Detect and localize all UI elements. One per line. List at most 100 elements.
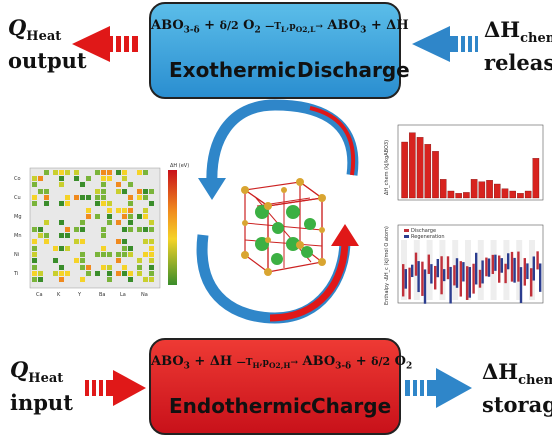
heatmap-cell (122, 246, 127, 251)
heatmap-cell (65, 227, 70, 232)
heatmap-cell (137, 265, 142, 270)
heatmap-cell (107, 214, 112, 219)
heatmap-cell (59, 233, 64, 238)
heatmap-cell (101, 195, 106, 200)
heat-input-label: QHeat input (10, 357, 73, 416)
heatmap-cell (59, 201, 64, 206)
pair-bar-regeneration (436, 258, 439, 278)
heatmap-col-label: Ca (36, 292, 43, 298)
pair-bar-discharge (421, 261, 424, 296)
heatmap-cell (122, 227, 127, 232)
heatmap-cell (74, 258, 79, 263)
heatmap-cell (38, 233, 43, 238)
heatmap-cell (80, 252, 85, 257)
endothermic-charge-box: ABO3 + ΔH —TH,pO2,H→ ABO3-δ + δ/2 O2 End… (149, 338, 412, 435)
pair-bar-discharge (414, 252, 418, 276)
heatmap-cell (32, 252, 37, 257)
enthalpy-bar-chart (397, 124, 544, 201)
pair-bar-regeneration (539, 263, 542, 292)
heatmap-cell (149, 227, 154, 232)
heatmap-cell (128, 220, 133, 225)
heatmap-panel (29, 167, 161, 289)
bar (409, 132, 416, 199)
heatmap-row-label: Co (14, 176, 21, 182)
pair-bar-discharge (491, 254, 494, 275)
heatmap-cell (44, 233, 49, 238)
pair-bar-discharge (440, 256, 443, 295)
bar-chart-ylabel: ΔH_chem (kJ/kgABO3) (384, 140, 390, 195)
heatmap-cell (74, 227, 79, 232)
pair-bar-regeneration (430, 264, 433, 284)
exothermic-discharge-box: ABO3-δ + δ/2 O2 —TL,pO2,L→ ABO3 + ΔH Exo… (149, 2, 410, 99)
heatmap-cell (59, 182, 64, 187)
pair-bar-discharge (478, 269, 482, 288)
pair-bar-discharge (517, 251, 520, 282)
pair-bar-regeneration (507, 253, 510, 270)
heatmap-cell (143, 277, 148, 282)
heatmap-cell (143, 239, 148, 244)
heatmap-cell (32, 201, 37, 206)
heatmap-cell (101, 176, 106, 181)
heatmap-cell (122, 214, 127, 219)
pair-bar-regeneration (487, 258, 491, 277)
pair-bar-discharge (446, 256, 450, 280)
heatmap-cell (122, 271, 127, 276)
heatmap-cell (95, 170, 100, 175)
heatmap-cell (143, 252, 148, 257)
heatmap-row-label: Cu (14, 195, 21, 201)
endothermic-label: Endothermic (169, 394, 312, 418)
heatmap-cell (95, 201, 100, 206)
heatmap-cell (137, 227, 142, 232)
heatmap-cell (32, 182, 37, 187)
heatmap-cell (116, 271, 121, 276)
heatmap-cell (95, 189, 100, 194)
heatmap-cell (128, 252, 133, 257)
pair-bar-discharge (536, 251, 539, 270)
bar (532, 158, 540, 199)
heatmap-cell (59, 277, 64, 282)
pair-bar-regeneration (417, 261, 420, 293)
pair-bar-regeneration (404, 269, 407, 289)
heatmap-cell (80, 258, 85, 263)
pair-bar-regeneration (462, 262, 465, 282)
heatmap-cell (107, 252, 112, 257)
bar (501, 188, 509, 199)
heatmap-cell (107, 208, 112, 213)
heat-input-arrow (85, 370, 146, 406)
heat-output-label: QHeat output (8, 15, 87, 74)
heatmap-cell (137, 271, 142, 276)
heatmap-row-label: Ti (13, 271, 18, 277)
heatmap-cell (149, 258, 154, 263)
bar (432, 151, 439, 199)
heatmap-cell (101, 189, 106, 194)
bar (517, 193, 524, 199)
heatmap-cell (137, 214, 142, 219)
heatmap-cell (122, 189, 127, 194)
bar (455, 193, 462, 199)
heatmap-cell (107, 220, 112, 225)
pair-bar-discharge (453, 265, 456, 286)
heatmap-cell (44, 220, 49, 225)
legend-discharge: Discharge (411, 228, 436, 234)
pair-bar-discharge (434, 265, 437, 290)
heatmap-cell (122, 170, 127, 175)
bar (524, 190, 532, 199)
heatmap-cell (143, 195, 148, 200)
pair-bar-discharge (408, 267, 411, 300)
heatmap-cell (101, 233, 106, 238)
heatmap-cell (65, 271, 70, 276)
heatmap-cell (107, 277, 112, 282)
heatmap-cell (95, 271, 100, 276)
heatmap-cell (143, 170, 148, 175)
heatmap-cell (32, 176, 37, 181)
heatmap-cell (32, 258, 37, 263)
heatmap-cell (80, 277, 85, 282)
pair-bar-discharge (466, 266, 469, 300)
paired-enthalpy-chart (397, 224, 544, 304)
heatmap-cell (38, 277, 43, 282)
heatmap-cell (32, 265, 37, 270)
charge-label: Charge (311, 394, 392, 418)
heatmap-cell (101, 170, 106, 175)
